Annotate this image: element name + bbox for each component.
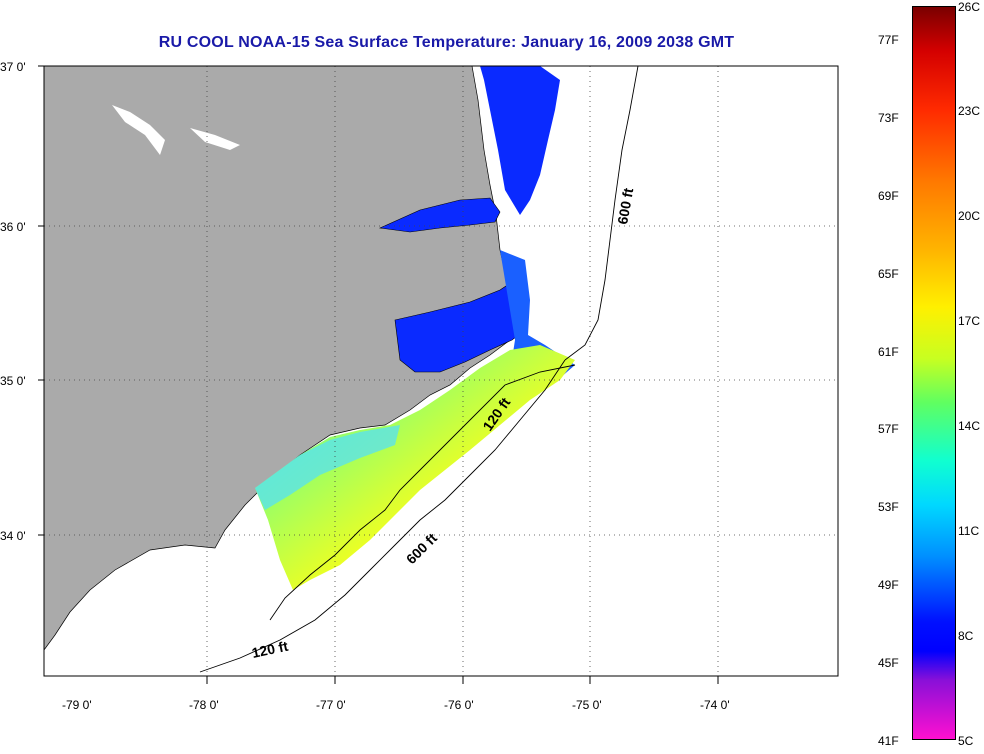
colorbar-c-label: 8C bbox=[958, 629, 974, 643]
lat-label: 35 0' bbox=[0, 374, 26, 388]
colorbar-c-label: 26C bbox=[958, 0, 981, 14]
colorbar-f-label: 49F bbox=[878, 578, 899, 592]
sst-nearshore-band bbox=[255, 425, 400, 510]
grid bbox=[44, 66, 838, 676]
colorbar-f-label: 77F bbox=[878, 33, 899, 47]
lat-label: 37 0' bbox=[0, 60, 26, 74]
northern-waters bbox=[480, 66, 560, 215]
colorbar-c-label: 14C bbox=[958, 419, 981, 433]
lon-label: -77 0' bbox=[316, 698, 346, 712]
colorbar-c-label: 23C bbox=[958, 104, 981, 118]
contour-120ft bbox=[269, 364, 576, 621]
colorbar-f-label: 57F bbox=[878, 422, 899, 436]
contour-600ft-north bbox=[564, 66, 639, 361]
colorbar-c-label: 17C bbox=[958, 314, 981, 328]
colorbar-f-label: 73F bbox=[878, 111, 899, 125]
colorbar-c-label: 20C bbox=[958, 209, 981, 223]
lon-label: -76 0' bbox=[444, 698, 474, 712]
sst-swath bbox=[255, 345, 575, 590]
contour-label: 600 ft bbox=[614, 186, 636, 225]
contour-600ft-south bbox=[199, 359, 566, 673]
lon-label: -75 0' bbox=[572, 698, 602, 712]
albemarle-sound bbox=[378, 197, 501, 233]
colorbar-f-label: 45F bbox=[878, 656, 899, 670]
lon-label: -78 0' bbox=[189, 698, 219, 712]
colorbar-f-label: 61F bbox=[878, 345, 899, 359]
lon-label: -74 0' bbox=[700, 698, 730, 712]
lat-label: 34 0' bbox=[0, 529, 26, 543]
map-frame bbox=[43, 65, 839, 677]
inland-lake bbox=[112, 105, 165, 155]
colorbar-f-label: 53F bbox=[878, 500, 899, 514]
colorbar-c-label: 11C bbox=[958, 524, 980, 538]
colorbar-c-label: 5C bbox=[958, 734, 974, 748]
temperature-colorbar bbox=[912, 6, 956, 740]
axis-ticks bbox=[38, 65, 719, 684]
lat-label: 36 0' bbox=[0, 220, 26, 234]
colorbar-f-label: 65F bbox=[878, 267, 899, 281]
colorbar-f-label: 69F bbox=[878, 189, 899, 203]
map-title: RU COOL NOAA-15 Sea Surface Temperature:… bbox=[158, 34, 735, 51]
contour-label: 120 ft bbox=[250, 638, 289, 661]
inland-lake bbox=[190, 128, 240, 150]
lon-label: -79 0' bbox=[62, 698, 92, 712]
colorbar-f-label: 41F bbox=[878, 734, 899, 748]
